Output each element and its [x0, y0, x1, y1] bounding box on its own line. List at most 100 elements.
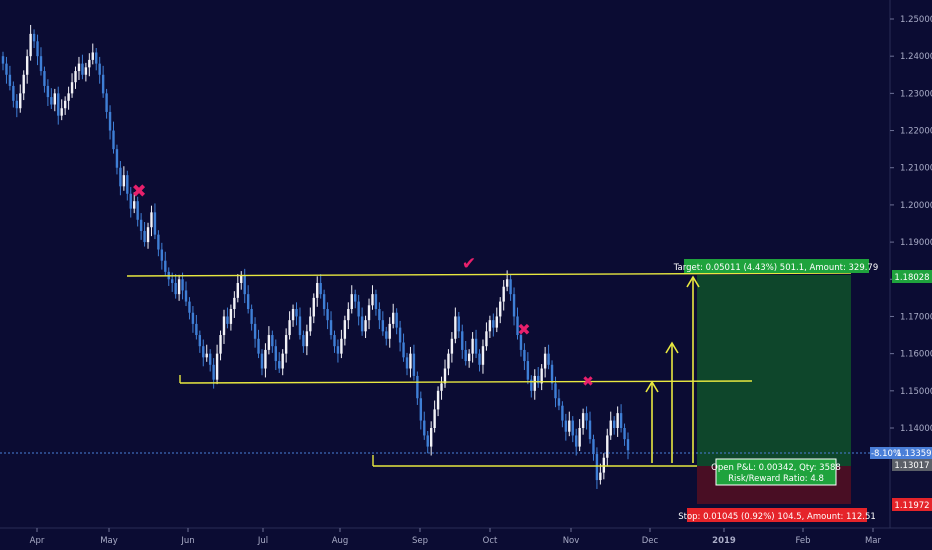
candle-down — [174, 282, 177, 295]
time-axis[interactable]: Apr May Jun Jul Aug Sep Oct Nov Dec 2019 Feb Mar — [30, 528, 882, 546]
candle-up — [133, 201, 136, 209]
pnl-line-2: Risk/Reward Ratio: 4.8 — [728, 474, 824, 484]
candle-down — [8, 74, 12, 86]
candle-up — [19, 93, 22, 109]
time-tick-label: Nov — [563, 536, 580, 546]
candle-down — [405, 357, 409, 369]
candle-up — [309, 316, 312, 332]
candle-down — [374, 294, 378, 310]
candle-down — [1, 56, 5, 64]
candle-down — [115, 149, 119, 168]
candle-down — [98, 63, 101, 75]
candle-down — [188, 301, 191, 313]
candle-up — [602, 457, 606, 473]
time-tick-label: Jun — [180, 536, 194, 546]
cross-mark-nov: ✖ — [582, 374, 594, 390]
candle-up — [177, 279, 181, 295]
candle-down — [623, 428, 626, 440]
pnl-line-1: Open P&L: 0.00342, Qty: 3588 — [711, 463, 841, 473]
candle-down — [395, 312, 398, 328]
candle-down — [43, 71, 46, 86]
candle-up — [150, 212, 153, 228]
price-tag-current: 1.13359 — [896, 449, 931, 459]
candle-up — [84, 67, 88, 75]
arrow-2[interactable] — [665, 341, 679, 463]
time-tick-label: Feb — [795, 536, 810, 546]
candle-down — [253, 323, 257, 339]
candle-up — [371, 294, 374, 306]
arrow-3[interactable] — [686, 275, 700, 463]
candle-down — [181, 279, 184, 291]
candle-up — [222, 316, 226, 336]
price-tag-target-bg — [892, 270, 932, 283]
price-tick-label: 1.22000 — [900, 127, 932, 137]
candle-down — [550, 364, 554, 384]
candle-down — [457, 316, 461, 332]
candle-down — [160, 249, 164, 261]
candle-up — [284, 335, 288, 354]
candle-up — [391, 312, 395, 324]
candle-up — [291, 309, 295, 321]
candle-up — [67, 93, 70, 101]
candle-up — [409, 353, 412, 369]
candle-down — [381, 320, 385, 332]
candle-down — [101, 74, 105, 94]
middle-line[interactable] — [179, 380, 753, 384]
price-tick-label: 1.20000 — [900, 201, 932, 211]
candle-up — [60, 108, 63, 116]
candle-down — [464, 349, 467, 362]
candle-down — [129, 193, 132, 209]
candle-up — [488, 320, 492, 332]
candle-up — [388, 323, 391, 339]
candle-down — [619, 413, 623, 428]
candle-up — [568, 420, 571, 432]
candle-down — [50, 97, 53, 105]
candle-up — [433, 409, 436, 428]
candle-down — [336, 346, 340, 354]
candle-down — [32, 33, 36, 42]
candle-up — [63, 100, 67, 109]
candle-up — [454, 316, 457, 339]
arrow-1[interactable] — [645, 380, 659, 463]
candle-down — [226, 316, 229, 324]
candle-up — [609, 420, 612, 436]
candle-up — [485, 331, 488, 347]
candle-down — [588, 420, 592, 440]
candle-up — [264, 349, 267, 369]
price-tick-label: 1.23000 — [900, 89, 932, 99]
candle-up — [350, 294, 353, 310]
candle-down — [15, 100, 19, 109]
candle-up — [22, 74, 25, 94]
candle-down — [423, 420, 426, 436]
candle-down — [153, 212, 157, 235]
candle-up — [219, 335, 222, 354]
candle-down — [39, 56, 43, 72]
candle-down — [561, 405, 564, 421]
candle-down — [198, 335, 202, 347]
candle-up — [340, 338, 343, 354]
candle-down — [385, 331, 388, 339]
candle-down — [36, 41, 39, 57]
candle-up — [316, 282, 319, 298]
candle-down — [243, 275, 246, 295]
check-mark-sep: ✔ — [462, 254, 476, 274]
candle-up — [499, 301, 502, 317]
candle-down — [57, 93, 60, 116]
candle-down — [492, 320, 495, 328]
resistance-line[interactable] — [126, 272, 852, 277]
time-tick-label: Aug — [332, 536, 349, 546]
candle-down — [398, 327, 402, 343]
candle-down — [326, 309, 329, 321]
candle-up — [471, 338, 474, 354]
candle-up — [467, 353, 471, 362]
candle-down — [416, 375, 419, 399]
candle-down — [170, 279, 174, 283]
candle-down — [119, 167, 122, 187]
candle-down — [612, 420, 616, 428]
candle-down — [319, 282, 322, 295]
candle-down — [278, 361, 281, 369]
candle-down — [257, 338, 260, 354]
candle-down — [530, 379, 533, 391]
